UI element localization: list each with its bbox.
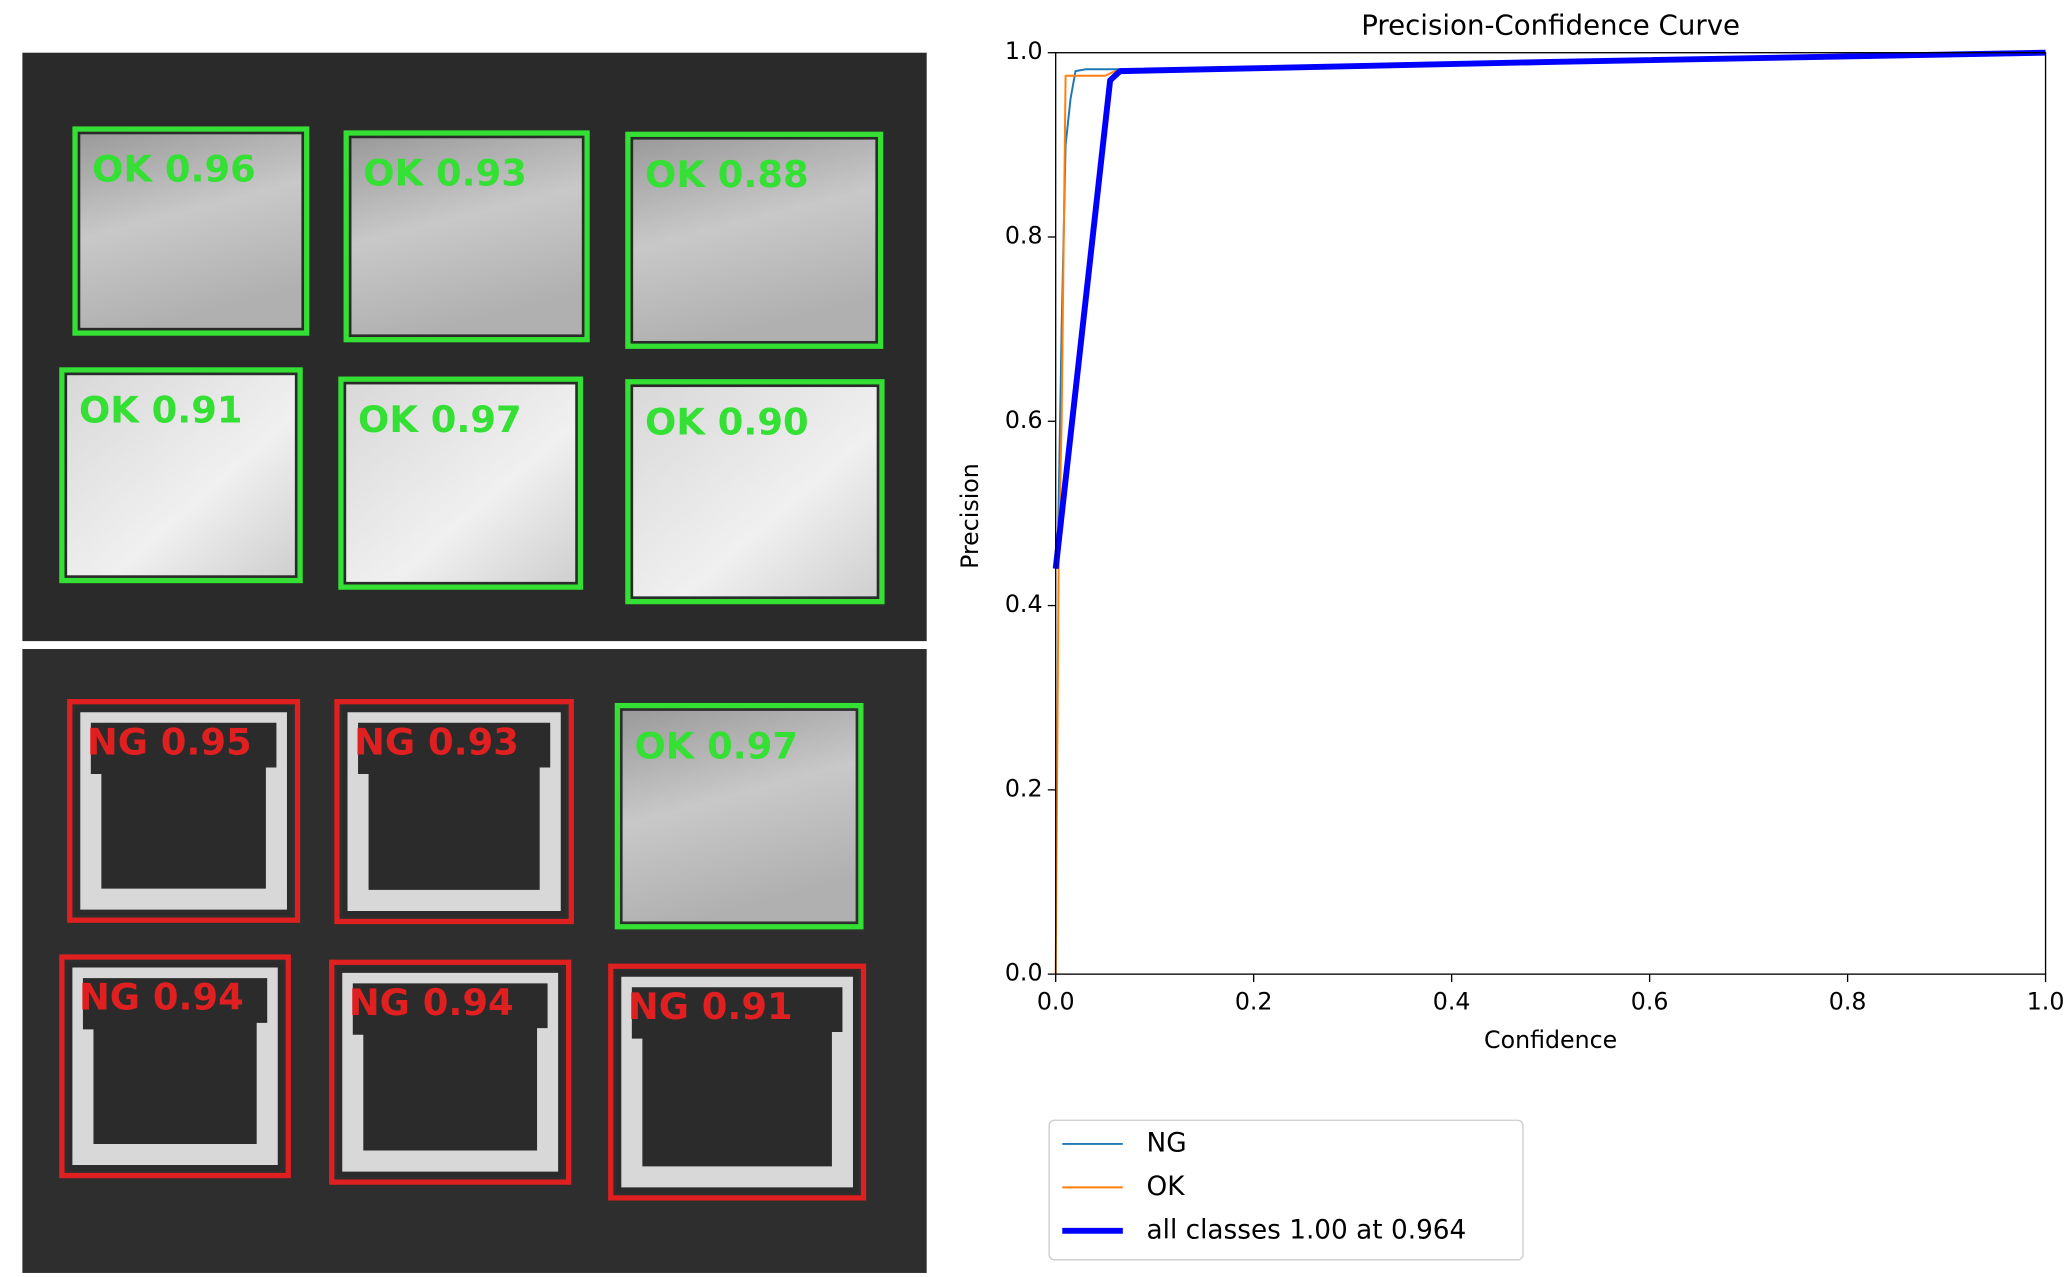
y-tick-label: 0.0 (1005, 959, 1043, 987)
legend-label: NG (1147, 1128, 1187, 1158)
x-tick-label: 0.4 (1433, 988, 1471, 1016)
detection-label: NG 0.94 (79, 976, 244, 1019)
y-axis-label: Precision (956, 463, 984, 569)
series-line (1056, 53, 2046, 974)
x-tick-label: 1.0 (2027, 988, 2064, 1016)
series-line (1056, 53, 2046, 569)
x-axis-label: Confidence (1484, 1026, 1617, 1054)
y-tick-label: 0.4 (1005, 590, 1043, 618)
plot-frame (1056, 53, 2046, 974)
detection-label: OK 0.90 (645, 400, 809, 443)
legend-label: OK (1147, 1172, 1186, 1202)
y-tick-label: 0.2 (1005, 774, 1043, 802)
y-tick-label: 0.6 (1005, 406, 1043, 434)
detection-label: OK 0.93 (363, 152, 527, 195)
detection-label: OK 0.97 (358, 398, 522, 441)
x-tick-label: 0.8 (1829, 988, 1867, 1016)
detection-label: OK 0.97 (634, 724, 798, 767)
detection-label: NG 0.94 (349, 981, 514, 1024)
series-line (1058, 53, 2046, 560)
detection-label: OK 0.88 (645, 153, 809, 196)
detection-label: NG 0.91 (628, 985, 793, 1028)
detection-label: OK 0.91 (79, 389, 243, 432)
x-tick-label: 0.0 (1037, 988, 1075, 1016)
y-tick-label: 1.0 (1005, 37, 1043, 65)
x-tick-label: 0.2 (1235, 988, 1273, 1016)
chart-title: Precision-Confidence Curve (1361, 8, 1740, 41)
y-tick-label: 0.8 (1005, 221, 1043, 249)
x-tick-label: 0.6 (1631, 988, 1669, 1016)
detection-label: NG 0.95 (87, 720, 252, 763)
page: OK 0.96 OK 0.93 OK 0.88 OK 0.91 OK 0.97 OK 0.… (0, 0, 2064, 1273)
detection-label: OK 0.96 (92, 148, 256, 191)
legend-label: all classes 1.00 at 0.964 (1147, 1215, 1467, 1245)
detection-label: NG 0.93 (354, 720, 519, 763)
